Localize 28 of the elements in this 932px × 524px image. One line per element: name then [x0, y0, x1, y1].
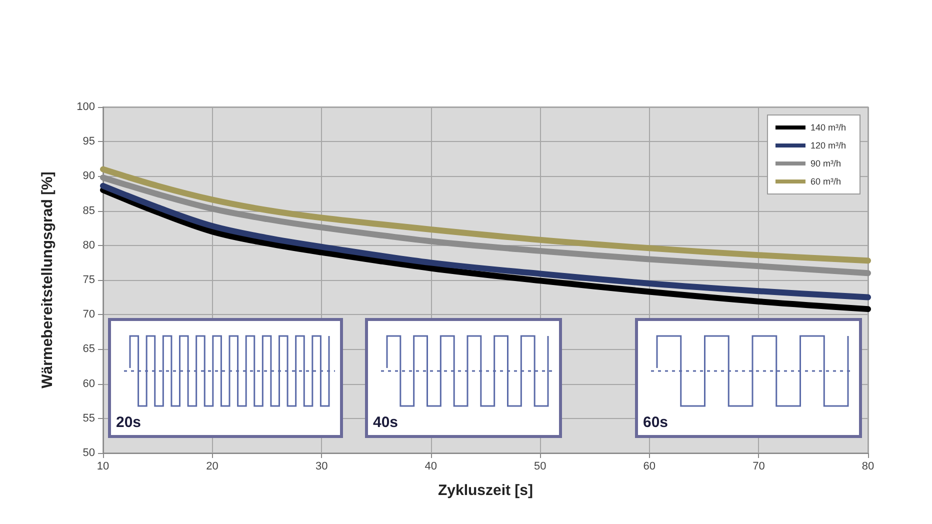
y-tick-label: 100 — [76, 101, 95, 113]
x-tick-label: 10 — [96, 460, 110, 472]
x-axis-title: Zykluszeit [s] — [438, 482, 534, 499]
annotation: 40s — [373, 414, 398, 431]
y-tick-label: 80 — [82, 239, 95, 252]
y-tick-label: 95 — [82, 136, 95, 148]
x-tick-label: 40 — [424, 460, 437, 472]
y-tick-label: 70 — [82, 308, 95, 321]
y-tick-label: 90 — [82, 170, 95, 182]
x-tick-label: 50 — [534, 460, 546, 472]
y-axis-title: Wärmebereitstellungsgrad [%] — [39, 172, 56, 388]
y-tick-label: 85 — [82, 204, 95, 217]
annotation: 60s — [643, 414, 668, 431]
legend-label: 140 m³/h — [810, 122, 846, 132]
y-tick-label: 65 — [82, 343, 95, 356]
y-tick-label: 60 — [82, 378, 95, 390]
x-tick-label: 20 — [206, 460, 218, 472]
x-tick-label: 70 — [752, 460, 765, 472]
y-tick-label: 50 — [82, 447, 95, 459]
legend-label: 120 m³/h — [810, 140, 846, 150]
legend-label: 90 m³/h — [810, 158, 841, 168]
annotation: 20s — [116, 414, 142, 431]
x-tick-label: 60 — [643, 460, 656, 472]
x-tick-label: 80 — [862, 460, 874, 472]
x-tick-label: 30 — [315, 460, 328, 472]
y-tick-label: 75 — [82, 274, 95, 286]
legend-label: 60 m³/h — [810, 176, 841, 186]
y-tick-label: 55 — [82, 412, 95, 424]
